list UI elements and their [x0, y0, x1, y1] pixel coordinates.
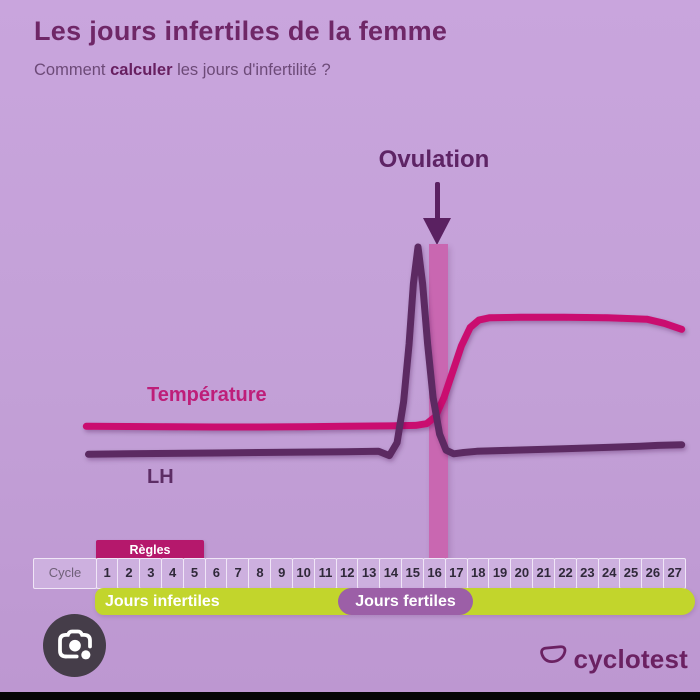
lens-button[interactable] [43, 614, 106, 677]
day-cell: 3 [139, 558, 163, 589]
day-cell: 27 [663, 558, 687, 589]
lh-label: LH [147, 466, 174, 488]
day-cell: 18 [466, 558, 490, 589]
down-arrow-icon [435, 182, 440, 220]
cycle-header-cell: Cycle [33, 558, 97, 589]
day-cell: 4 [160, 558, 185, 589]
fertile-days-pill: Jours fertiles [338, 588, 473, 615]
cyclotest-logo-text: cyclotest [573, 644, 688, 674]
letterbox-bottom [0, 692, 700, 700]
lh-curve [85, 243, 686, 460]
cycle-table: Cycle 1 2 3 4 5 6 7 8 9 10 11 12 13 14 15 16 17 18 19 20 21 2… [33, 558, 687, 589]
day-cell: 21 [532, 558, 556, 589]
subtitle-suffix: les jours d'infertilité ? [172, 61, 331, 79]
day-cell: 2 [117, 558, 141, 589]
day-cell: 26 [641, 558, 665, 589]
ovulation-day-highlight-bar [429, 244, 448, 558]
day-cell: 20 [510, 558, 534, 589]
day-cell: 16 [422, 558, 447, 589]
day-cell: 10 [291, 558, 316, 589]
day-cell: 22 [553, 558, 578, 589]
day-cell: 8 [248, 558, 272, 589]
subtitle-bold-word: calculer [110, 61, 173, 79]
day-cell: 14 [379, 558, 403, 589]
day-cell: 7 [226, 558, 250, 589]
day-cell: 25 [619, 558, 643, 589]
cyclotest-logo-mark-icon [538, 645, 568, 674]
regles-badge: Règles [96, 540, 204, 560]
day-cell: 12 [335, 558, 359, 589]
day-cell: 23 [575, 558, 600, 589]
day-cell: 19 [488, 558, 512, 589]
ovulation-label: Ovulation [378, 146, 490, 173]
subtitle-prefix: Comment [34, 61, 111, 79]
camera-lens-icon [55, 624, 95, 667]
down-arrow-head-icon [423, 218, 451, 245]
page-title: Les jours infertiles de la femme [34, 16, 448, 46]
day-cell: 9 [270, 558, 294, 589]
day-cell: 24 [597, 558, 621, 589]
day-cell: 5 [182, 558, 207, 589]
day-cell: 17 [444, 558, 469, 589]
day-cell: 11 [313, 558, 338, 589]
page-subtitle: Comment calculer les jours d'infertilité… [34, 61, 331, 80]
day-cell: 13 [357, 558, 381, 589]
day-cell: 1 [95, 558, 119, 589]
temperature-label: Température [147, 384, 267, 406]
temperature-curve [82, 313, 686, 431]
cyclotest-logo: cyclotest [538, 644, 688, 675]
day-cell: 6 [204, 558, 228, 589]
day-cell: 15 [401, 558, 425, 589]
